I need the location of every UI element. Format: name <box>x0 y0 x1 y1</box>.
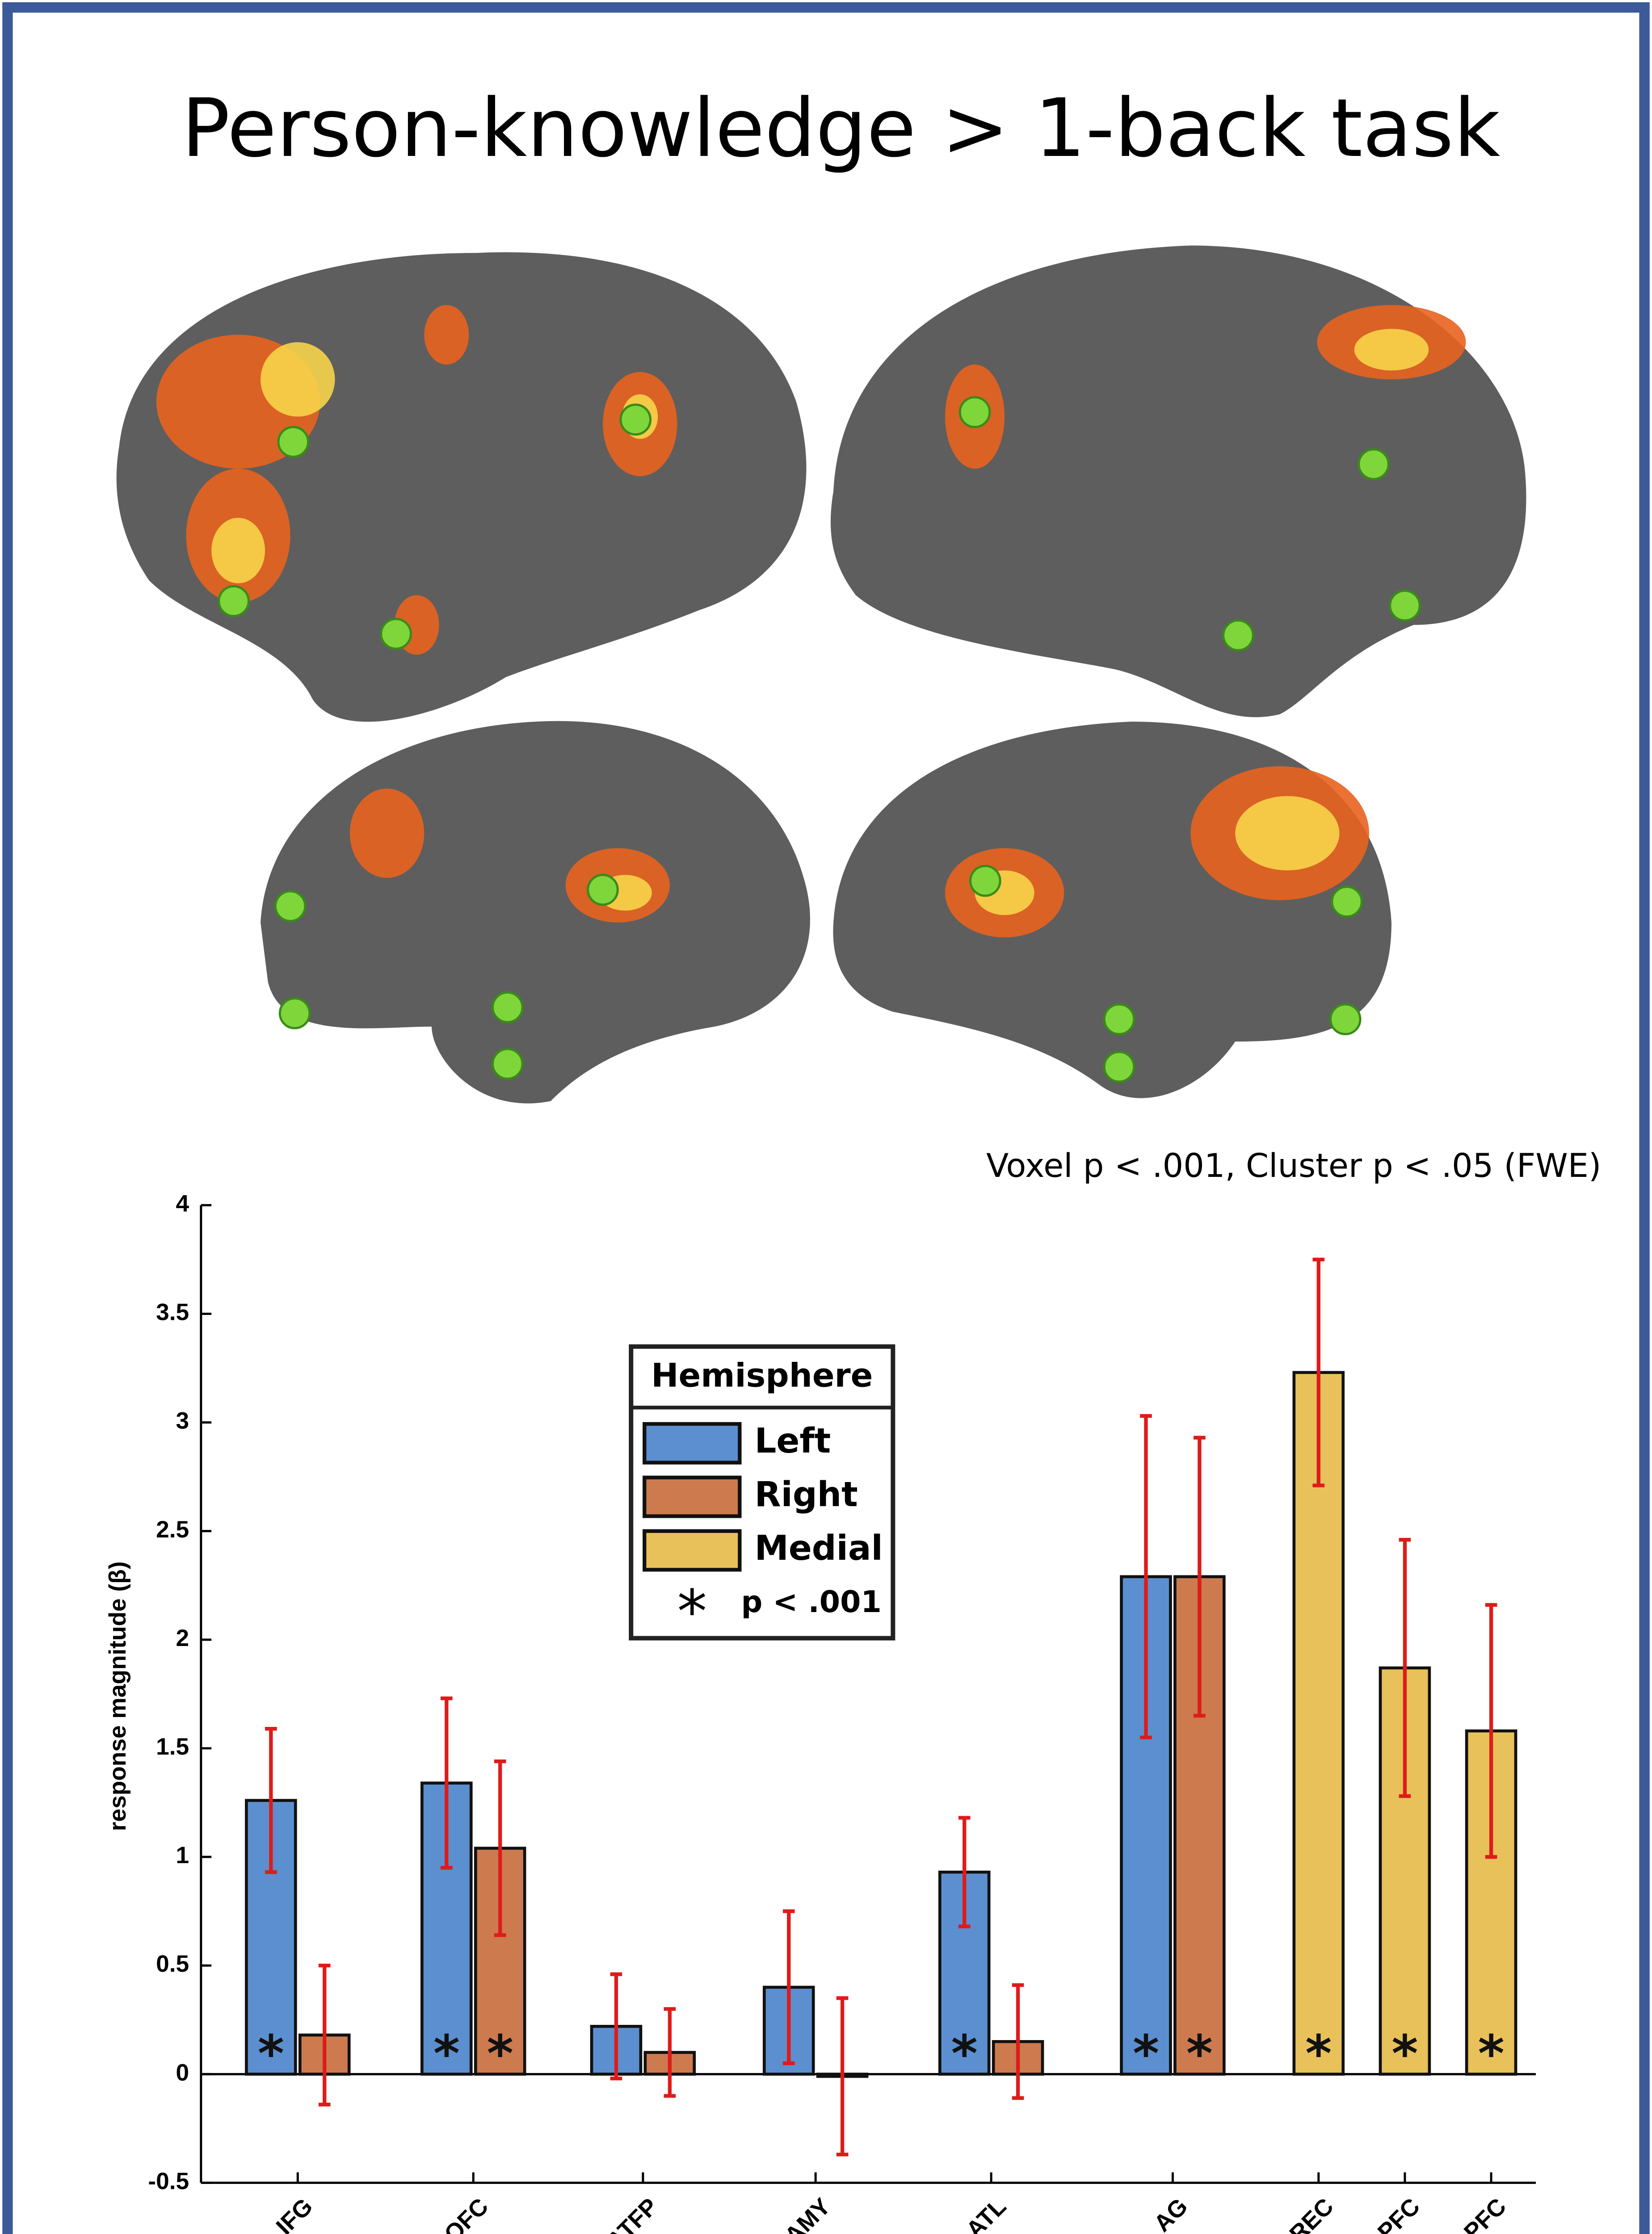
error-bar <box>958 1816 971 1928</box>
legend-label: Right <box>755 1475 858 1515</box>
significance-marker: * <box>1133 2024 1159 2083</box>
significance-marker: * <box>258 2024 284 2083</box>
error-bar <box>1312 1257 1325 1487</box>
y-tick-label: 0 <box>176 2059 189 2086</box>
significance-marker: * <box>1186 2024 1213 2083</box>
chart-title: Person-knowledge > 1-back task <box>181 82 1500 175</box>
y-tick-label: 1 <box>176 1842 189 1869</box>
significance-marker: * <box>487 2024 513 2083</box>
error-bar <box>494 1759 506 1937</box>
error-bar <box>782 1909 795 2066</box>
y-tick-label: 3 <box>176 1408 189 1434</box>
threshold-note: Voxel p < .001, Cluster p < .05 (FWE) <box>986 1147 1601 1185</box>
y-tick-label: 2 <box>176 1625 189 1651</box>
legend-swatch <box>643 1475 742 1518</box>
y-tick-label: 0.5 <box>156 1951 189 1977</box>
error-bar <box>1194 1436 1206 1718</box>
error-bar <box>610 1972 622 2081</box>
y-tick-label: -0.5 <box>148 2168 189 2194</box>
legend-swatch <box>643 1422 742 1465</box>
significance-marker: * <box>433 2024 460 2083</box>
significance-marker: * <box>1391 2024 1418 2083</box>
error-bar <box>836 1996 849 2157</box>
y-tick-label: 1.5 <box>156 1734 189 1760</box>
legend-label: p < .001 <box>741 1584 882 1619</box>
y-tick-label: 4 <box>176 1191 189 1217</box>
error-bar <box>1399 1538 1411 1798</box>
legend-swatch <box>643 1529 742 1572</box>
significance-marker: * <box>1305 2024 1332 2083</box>
error-bar <box>664 2007 676 2098</box>
legend: Hemisphere Left Right Medial * p < .001 <box>629 1344 895 1646</box>
error-bar <box>318 1963 331 2107</box>
error-bar <box>265 1727 277 1874</box>
error-bar <box>1140 1414 1152 1739</box>
significance-marker: * <box>951 2024 978 2083</box>
error-bar <box>440 1696 453 1870</box>
significance-marker: * <box>1478 2024 1504 2083</box>
y-tick-label: 3.5 <box>156 1299 189 1326</box>
brain-images <box>116 245 1526 1104</box>
y-tick-label: 2.5 <box>156 1516 189 1543</box>
legend-title: Hemisphere <box>651 1357 873 1395</box>
y-axis-label: response magnitude (β) <box>105 1562 131 1831</box>
error-bar <box>1485 1603 1497 1859</box>
legend-label: Left <box>755 1421 831 1461</box>
legend-label: Medial <box>755 1529 883 1568</box>
bar <box>245 1799 297 2076</box>
legend-symbol: * <box>677 1577 707 1646</box>
error-bar <box>1012 1983 1024 2100</box>
